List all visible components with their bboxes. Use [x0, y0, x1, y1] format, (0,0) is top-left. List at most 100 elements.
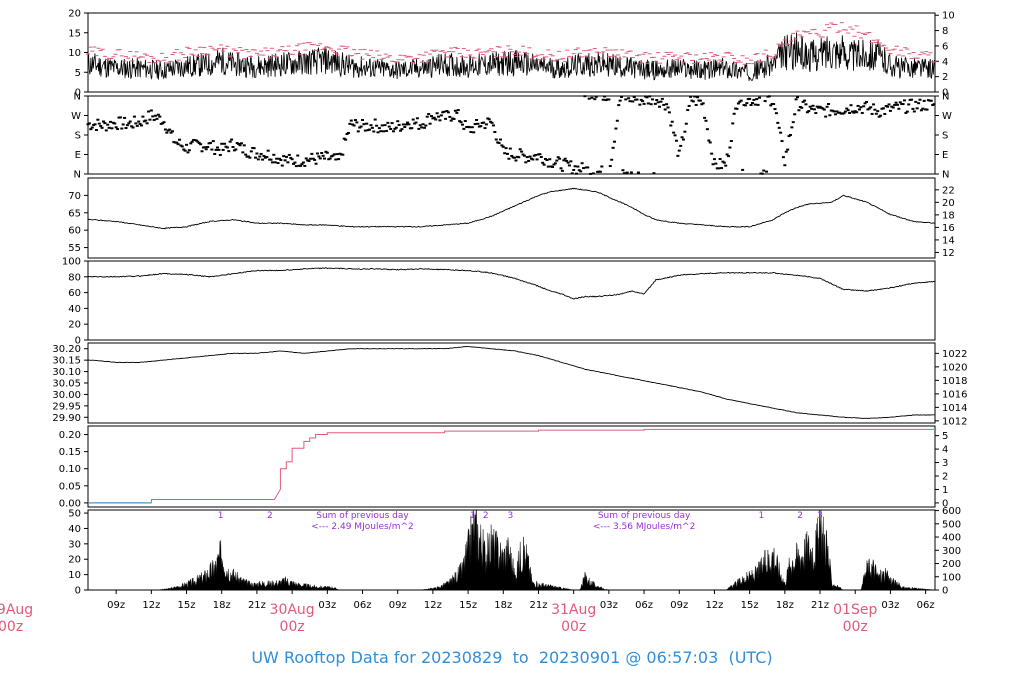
x-tick-label: 06z [354, 600, 372, 611]
y-tick-label-right: 1016 [942, 389, 967, 400]
y-tick-label: 20 [68, 555, 81, 566]
x-tick-label: 12z [424, 600, 442, 611]
page-title: UW Rooftop Data for 20230829 to 20230901… [251, 648, 773, 667]
x-tick-label: 06z [917, 600, 935, 611]
y-tick-label: 100 [62, 257, 81, 268]
panel-5: 0.00 0.05 0.10 0.15 0.20 0 1 2 3 4 5 [59, 425, 948, 509]
panel-0: 0 5 10 15 20 0 2 4 6 8 10 [68, 9, 954, 99]
y-tick-label: 20 [68, 320, 81, 331]
y-tick-label: 40 [68, 524, 81, 535]
y-tick-label-right: 2 [942, 471, 948, 482]
y-tick-label-right: 8 [942, 26, 948, 37]
y-tick-label: 29.95 [52, 401, 81, 412]
series-line-3 [87, 267, 935, 300]
x-tick-label: 18z [494, 600, 512, 611]
y-tick-label-right: 3 [942, 458, 948, 469]
hour-marker: 3 [507, 511, 513, 521]
y-tick-label: 20 [68, 9, 81, 20]
y-tick-label: 0 [75, 586, 81, 597]
wind-series-line [87, 32, 936, 81]
chart-panels: 051015200246810NESWNNESWN556065701214161… [52, 9, 967, 597]
y-tick-label: 60 [68, 288, 81, 299]
y-tick-label-right: 10 [942, 11, 955, 22]
x-tick-label: 03z [881, 600, 899, 611]
y-tick-label-right: 0 [942, 586, 948, 597]
date-time-label: 00z [843, 619, 868, 635]
series-line-4 [87, 345, 935, 419]
y-tick-label: 30.00 [52, 390, 81, 401]
radiation-area [88, 509, 935, 591]
y-tick-label: 80 [68, 272, 81, 283]
y-tick-label-right: E [942, 150, 948, 161]
x-tick-label: 09z [670, 600, 688, 611]
x-tick-label: 03z [318, 600, 336, 611]
hour-marker: 1 [759, 511, 765, 521]
y-tick-label: 30.20 [52, 344, 81, 355]
precip-series-line [88, 428, 935, 504]
y-tick-label-right: 100 [942, 572, 961, 583]
y-tick-label-right: 20 [942, 198, 955, 209]
y-tick-label-right: 1018 [942, 376, 967, 387]
date-label: 30Aug [270, 602, 315, 618]
y-tick-label-right: 0 [942, 498, 948, 509]
y-tick-label: 60 [68, 226, 81, 237]
panel-frame [87, 260, 936, 341]
y-tick-label-right: 1022 [942, 349, 967, 360]
y-tick-label-right: 0 [942, 88, 948, 99]
date-label: 31Aug [551, 602, 596, 618]
y-tick-label: 0.15 [59, 447, 81, 458]
y-tick-label-right: 4 [942, 57, 948, 68]
y-tick-label-right: 16 [942, 223, 955, 234]
panel-frame [87, 177, 936, 259]
x-tick-label: 21z [248, 600, 266, 611]
date-time-label: 00z [280, 619, 305, 635]
y-tick-label: 30.10 [52, 367, 81, 378]
hour-marker: 3 [817, 511, 823, 521]
y-tick-label-right: 5 [942, 431, 948, 442]
y-tick-label: 0 [75, 336, 81, 347]
y-tick-label-right: 14 [942, 235, 955, 246]
x-tick-label: 03z [600, 600, 618, 611]
y-tick-label: 55 [68, 243, 81, 254]
y-tick-label: 0.10 [59, 464, 81, 475]
panel-frame [87, 95, 936, 175]
x-tick-label: 21z [811, 600, 829, 611]
date-label: 29Aug [0, 602, 33, 618]
y-tick-label: 0.20 [59, 430, 81, 441]
y-tick-label-right: 1012 [942, 416, 967, 427]
y-tick-label-right: S [942, 131, 948, 142]
hour-marker: 1 [218, 511, 224, 521]
time-axis: 09z 12z 15z 18z 21z 03z 06z 09z 12z 15z 18z 21z 03z 0… [0, 590, 935, 635]
y-tick-label-right: W [942, 111, 952, 122]
y-tick-label-right: 6 [942, 41, 948, 52]
panel-3: 0 20 40 60 80 100 [62, 257, 936, 347]
x-tick-label: 18z [776, 600, 794, 611]
x-tick-label: 09z [107, 600, 125, 611]
y-tick-label: 10 [68, 570, 81, 581]
radiation-sum-value: <--- 2.49 MJoules/m^2 [311, 522, 413, 532]
radiation-sum-title: Sum of previous day [316, 511, 409, 521]
y-tick-label: 29.90 [52, 413, 81, 424]
y-tick-label-right: 18 [942, 210, 955, 221]
y-tick-label: E [75, 150, 81, 161]
y-tick-label-right: 22 [942, 185, 955, 196]
y-tick-label-right: N [942, 92, 949, 103]
x-tick-label: 06z [635, 600, 653, 611]
y-tick-label: N [74, 170, 81, 181]
panel-frame [87, 12, 936, 93]
y-tick-label-right: 4 [942, 445, 948, 456]
y-tick-label-right: 1014 [942, 403, 967, 414]
hour-marker: 2 [483, 511, 489, 521]
hour-marker: 2 [797, 511, 803, 521]
y-tick-label: 65 [68, 208, 81, 219]
x-tick-label: 15z [741, 600, 759, 611]
y-tick-label-right: N [942, 170, 949, 181]
x-tick-label: 15z [178, 600, 196, 611]
y-tick-label-right: 600 [942, 506, 961, 517]
series-line-2 [87, 187, 935, 230]
y-tick-label: 5 [75, 68, 81, 79]
hour-marker: 2 [267, 511, 273, 521]
